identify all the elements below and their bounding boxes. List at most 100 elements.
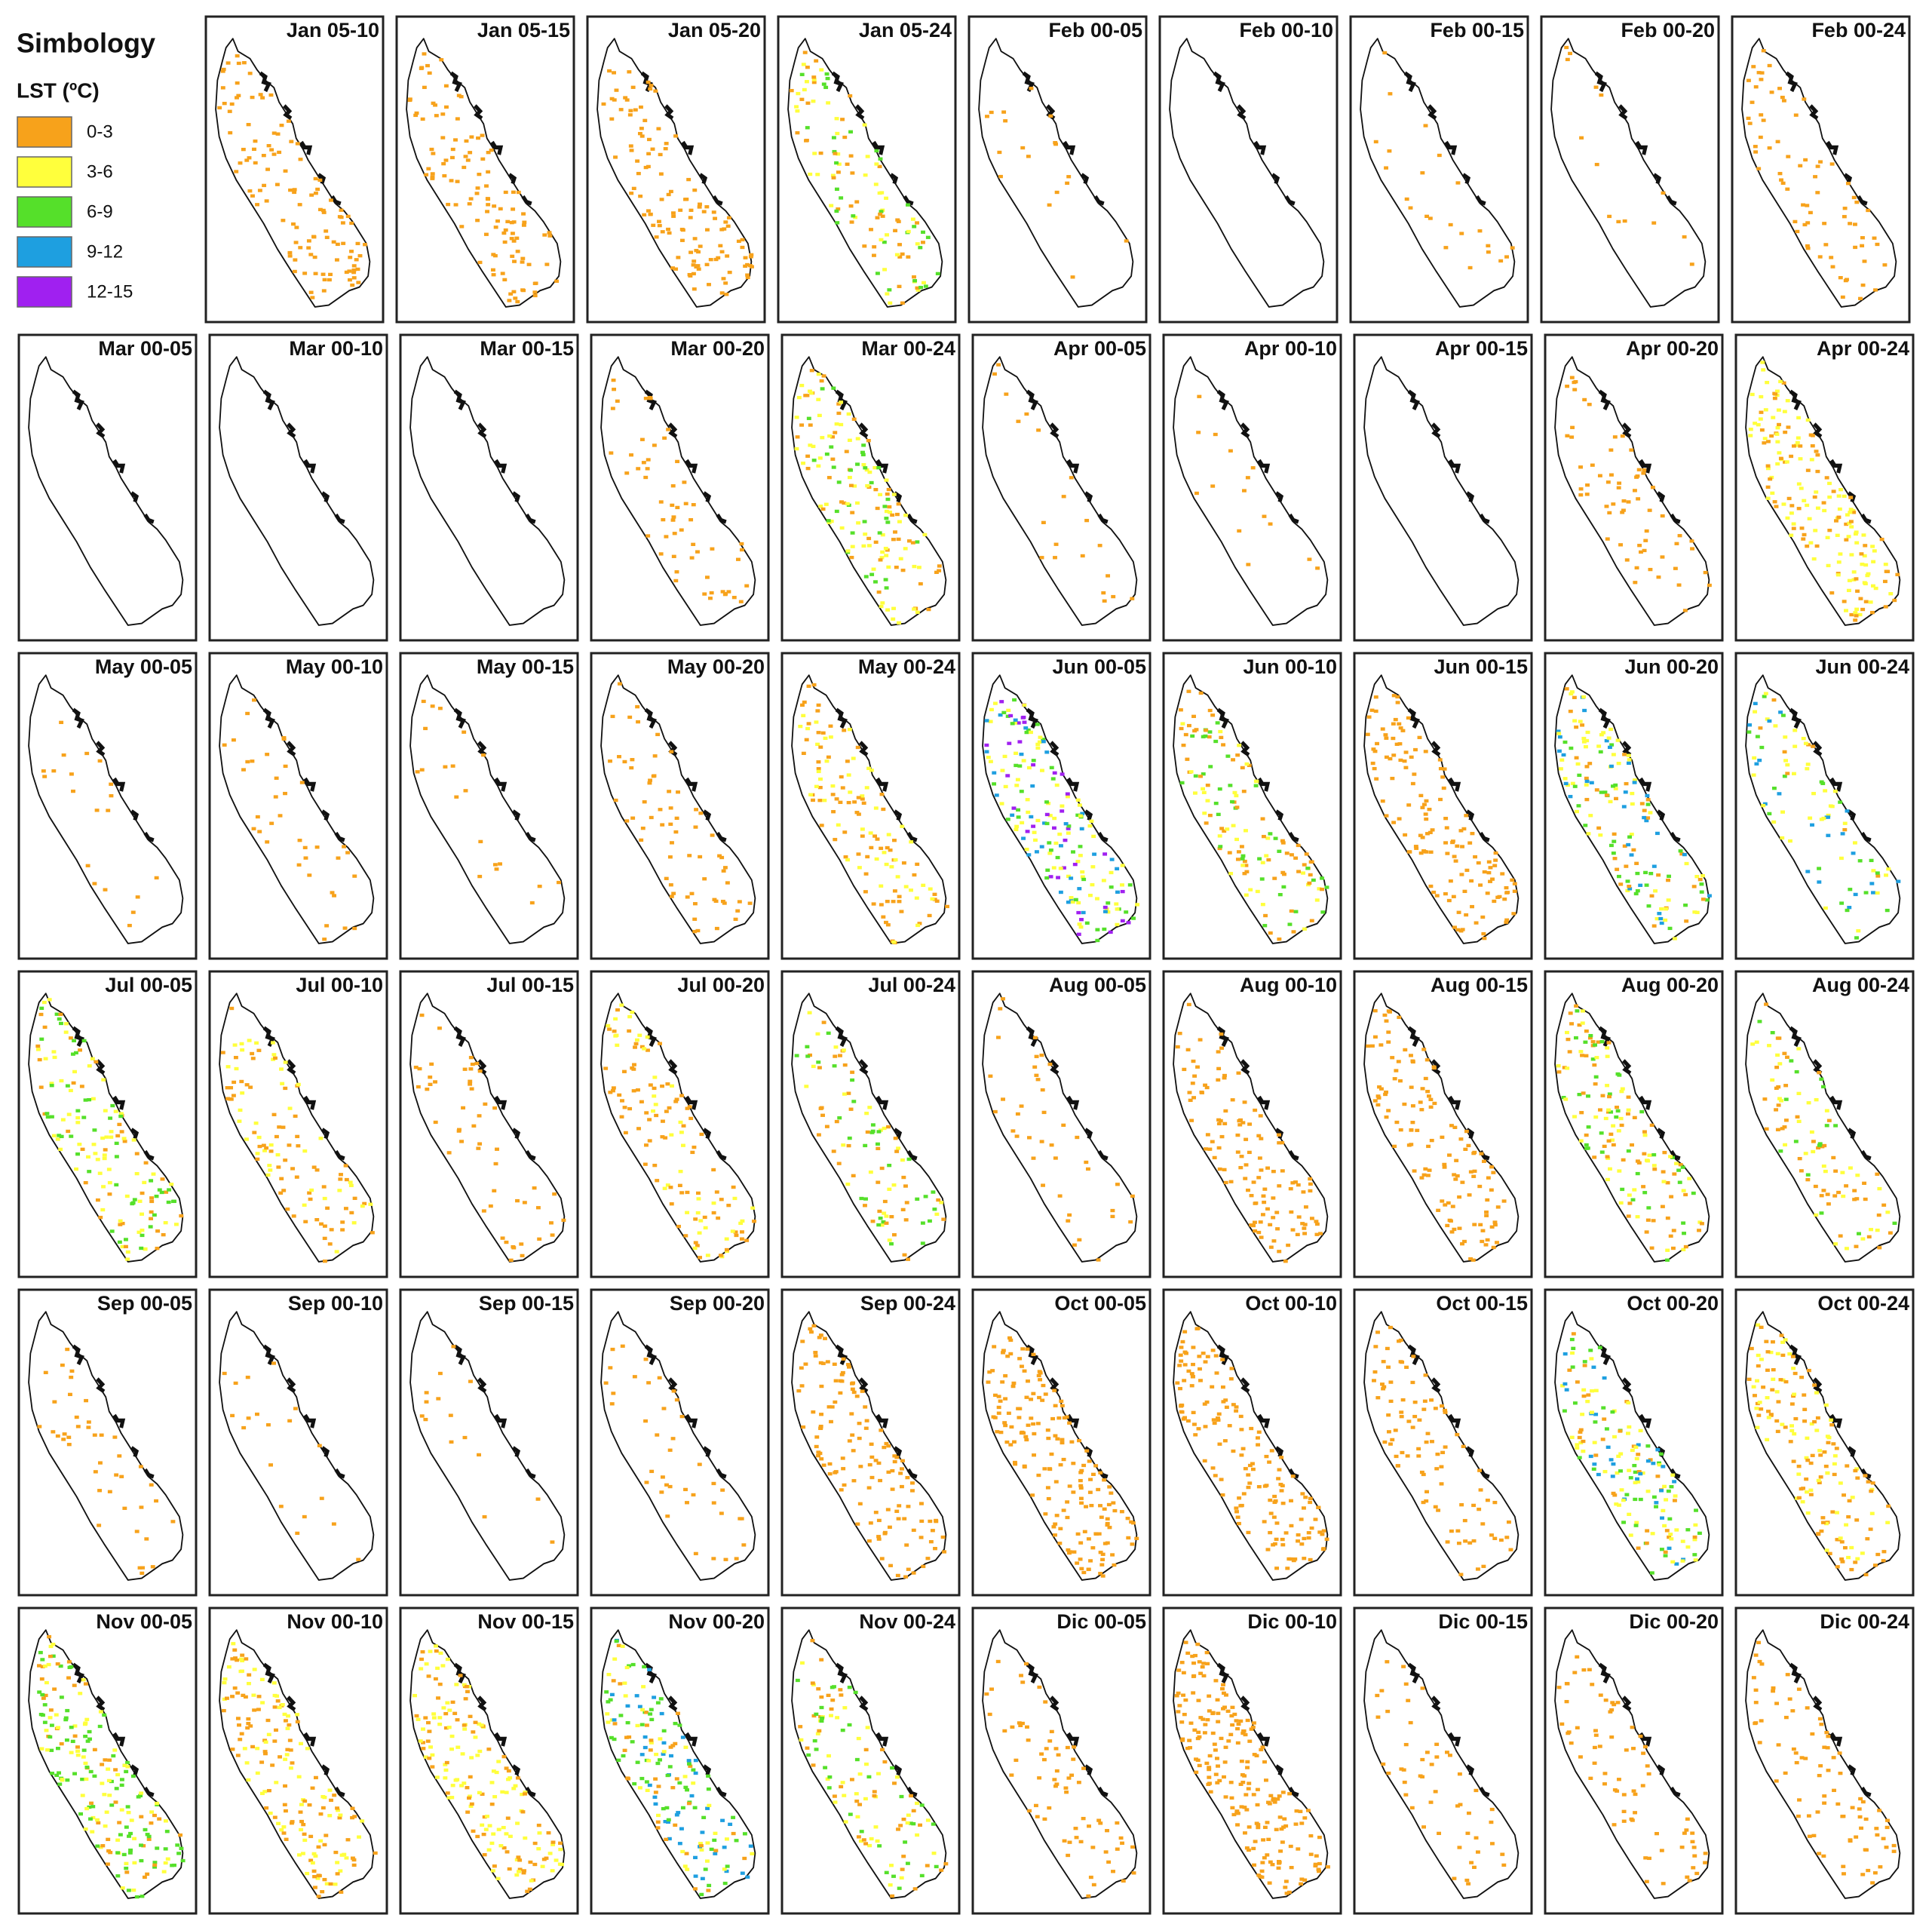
lst-pixel (665, 1183, 670, 1187)
lst-pixel (1780, 181, 1786, 186)
lst-pixel (1569, 1022, 1574, 1026)
lst-pixel (1870, 1481, 1875, 1485)
lst-pixel (482, 1815, 487, 1819)
lst-pixel (1857, 612, 1863, 617)
lst-pixel (149, 1217, 153, 1220)
lst-pixel (1620, 1087, 1625, 1091)
lst-pixel (1587, 762, 1593, 766)
lst-pixel (1869, 1489, 1874, 1493)
lst-pixel (1780, 810, 1785, 814)
lst-pixel (1608, 1110, 1614, 1114)
lst-pixel (1824, 1124, 1829, 1128)
lst-pixel (635, 1723, 640, 1728)
lst-pixel (1427, 807, 1432, 812)
lst-pixel (295, 1720, 300, 1724)
lst-pixel (89, 1801, 94, 1805)
lst-pixel (819, 1384, 824, 1389)
lst-pixel (921, 241, 925, 244)
map-panel: Jan 05-20 (586, 15, 766, 324)
lst-pixel (1384, 1090, 1388, 1094)
lst-pixel (897, 900, 902, 904)
lst-pixel (338, 1177, 343, 1181)
lst-pixel (1823, 1403, 1829, 1407)
lst-pixel (532, 1841, 538, 1846)
lst-pixel (836, 1161, 842, 1165)
lst-pixel (1857, 859, 1863, 863)
lst-pixel (1852, 841, 1857, 845)
lst-pixel (1616, 219, 1621, 224)
lst-pixel (1381, 1387, 1386, 1391)
lst-pixel (619, 1003, 624, 1007)
lst-pixel (122, 1506, 127, 1510)
lst-pixel (1428, 1105, 1434, 1109)
lst-pixel (1039, 845, 1044, 848)
lst-pixel (1194, 728, 1199, 732)
lst-pixel (37, 1690, 42, 1694)
lst-pixel (812, 152, 817, 155)
lst-pixel (891, 1233, 897, 1237)
lst-pixel (681, 1143, 685, 1147)
lst-pixel (1024, 847, 1029, 852)
lst-pixel (1875, 1552, 1881, 1557)
lst-pixel (799, 1366, 804, 1370)
lst-pixel (104, 1135, 109, 1139)
lst-pixel (280, 1703, 285, 1707)
lst-pixel (732, 1196, 738, 1201)
lst-pixel (996, 1411, 1001, 1415)
lst-pixel (1289, 1210, 1294, 1214)
lst-pixel (1277, 849, 1282, 853)
lst-pixel (1264, 854, 1269, 858)
lst-pixel (245, 1375, 250, 1379)
lst-pixel (549, 1221, 554, 1225)
lst-pixel (801, 1425, 806, 1429)
lst-pixel (1280, 870, 1286, 875)
lst-pixel (344, 1177, 349, 1182)
lst-pixel (1205, 799, 1210, 802)
lst-pixel (1188, 1098, 1193, 1103)
lst-pixel (1437, 153, 1442, 158)
panel-title: Jan 05-15 (477, 19, 570, 41)
panel-title: Oct 00-05 (1054, 1292, 1146, 1315)
lst-pixel (1799, 1487, 1804, 1491)
lst-pixel (701, 210, 707, 213)
lst-pixel (283, 1719, 288, 1723)
lst-pixel (130, 1774, 136, 1778)
lst-pixel (1308, 860, 1314, 864)
lst-pixel (1182, 1363, 1188, 1367)
lst-pixel (310, 1861, 315, 1865)
lst-pixel (1602, 790, 1608, 794)
lst-pixel (1466, 1143, 1471, 1148)
lst-pixel (1244, 762, 1250, 766)
lst-pixel (1764, 1127, 1769, 1131)
lst-pixel (894, 1509, 900, 1513)
lst-pixel (244, 1761, 250, 1765)
lst-pixel (119, 1783, 124, 1788)
lst-pixel (310, 1786, 315, 1790)
lst-pixel (878, 157, 883, 161)
lst-pixel (55, 1137, 60, 1141)
lst-pixel (1439, 1465, 1444, 1468)
lst-pixel (1235, 753, 1240, 757)
lst-pixel (295, 1713, 300, 1717)
lst-pixel (1067, 1421, 1072, 1425)
lst-pixel (558, 1847, 563, 1852)
lst-pixel (140, 1233, 145, 1238)
lst-pixel (265, 167, 270, 171)
lst-pixel (1250, 1467, 1256, 1471)
lst-pixel (455, 180, 460, 183)
lst-pixel (1862, 581, 1867, 585)
lst-pixel (1077, 887, 1082, 891)
lst-pixel (1301, 871, 1305, 875)
lst-pixel (1564, 687, 1569, 691)
lst-pixel (1128, 1220, 1133, 1224)
lst-pixel (1817, 880, 1822, 884)
lst-pixel (1245, 476, 1250, 480)
lst-pixel (1671, 1229, 1676, 1232)
lst-pixel (1808, 816, 1813, 820)
lst-pixel (1041, 738, 1046, 741)
lst-pixel (1662, 1150, 1667, 1155)
panel-title: May 00-24 (858, 655, 955, 678)
lst-pixel (1824, 1548, 1829, 1552)
lst-pixel (139, 1843, 143, 1847)
lst-pixel (1648, 811, 1653, 815)
